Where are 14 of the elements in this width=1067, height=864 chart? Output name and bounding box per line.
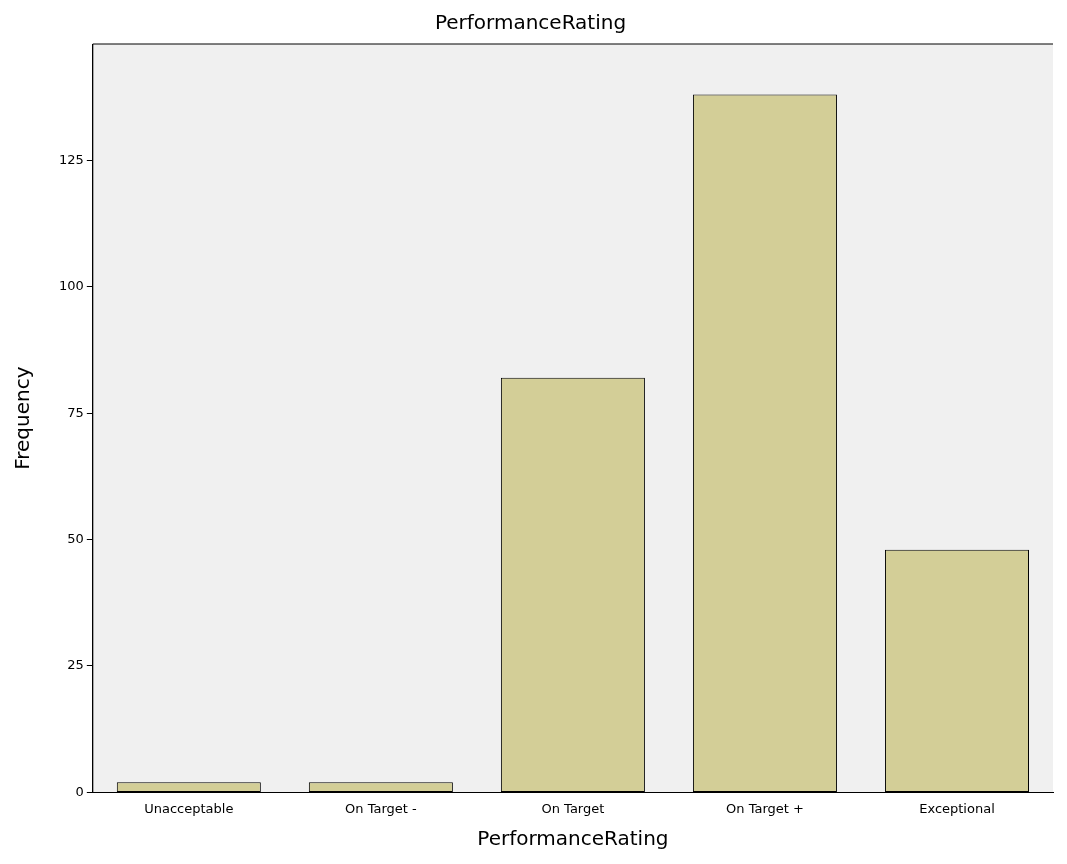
- chart-title: PerformanceRating: [434, 10, 627, 35]
- y-tick-label: 100: [58, 278, 84, 294]
- x-tick-label: Unacceptable: [144, 800, 234, 816]
- x-tick-label: Exceptional: [919, 800, 995, 816]
- y-axis-title: Frequency: [10, 366, 35, 470]
- y-tick-label: 75: [67, 404, 84, 420]
- y-tick-label: 50: [67, 530, 84, 546]
- x-tick-label: On Target: [541, 800, 605, 816]
- x-axis-title: PerformanceRating: [477, 826, 669, 851]
- y-tick-label: 25: [67, 657, 84, 673]
- x-tick-label: On Target -: [345, 800, 417, 816]
- y-tick-label: 125: [58, 151, 84, 167]
- x-tick-label: On Target +: [726, 800, 804, 816]
- y-tick-label: 0: [75, 783, 84, 799]
